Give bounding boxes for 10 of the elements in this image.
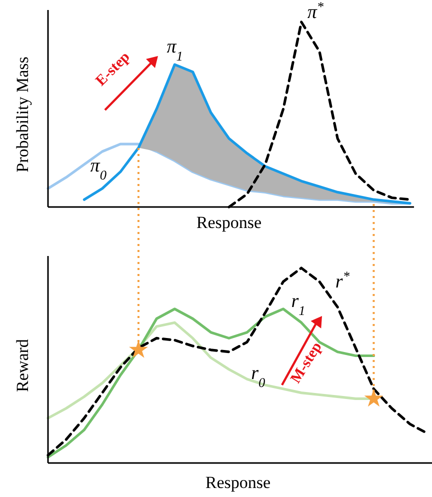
x-axis-title: Response — [196, 213, 262, 232]
series-label: r$^{*}$ — [335, 268, 350, 293]
y-axis-title: Reward — [13, 338, 32, 392]
series-label: π$^{*}$ — [307, 0, 324, 23]
series-label: π$_{0}$ — [90, 156, 107, 182]
x-axis-title: Response — [205, 473, 271, 492]
y-axis-title: Probability Mass — [13, 56, 32, 172]
series-label: r$_{1}$ — [291, 290, 306, 318]
series-label: r$_{0}$ — [251, 363, 266, 390]
series-label: π$_{1}$ — [166, 36, 183, 64]
